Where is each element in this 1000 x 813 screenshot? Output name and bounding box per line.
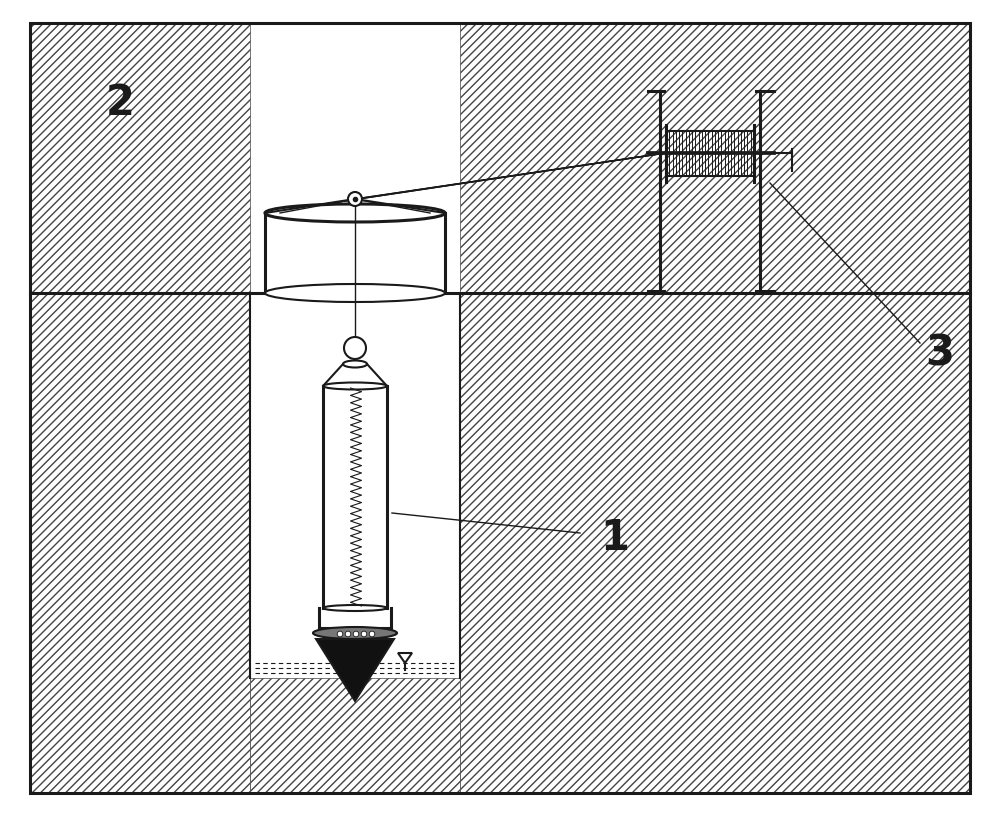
Ellipse shape [343,360,367,367]
Text: 1: 1 [600,517,629,559]
Polygon shape [30,23,250,293]
Circle shape [353,631,359,637]
Polygon shape [30,293,250,793]
Ellipse shape [323,382,387,389]
Circle shape [337,631,343,637]
Polygon shape [250,658,460,678]
Text: 3: 3 [925,332,954,374]
Circle shape [344,337,366,359]
Polygon shape [250,293,460,678]
Polygon shape [250,678,460,793]
Circle shape [361,631,367,637]
Polygon shape [460,23,970,293]
Circle shape [369,631,375,637]
Polygon shape [323,364,387,386]
Text: 2: 2 [106,82,134,124]
Polygon shape [30,23,970,793]
Ellipse shape [265,284,445,302]
Ellipse shape [323,605,387,611]
Polygon shape [316,639,394,701]
Ellipse shape [313,627,397,639]
Circle shape [345,631,351,637]
Circle shape [348,192,362,206]
Polygon shape [460,293,970,793]
Ellipse shape [265,204,445,222]
Polygon shape [269,213,441,293]
